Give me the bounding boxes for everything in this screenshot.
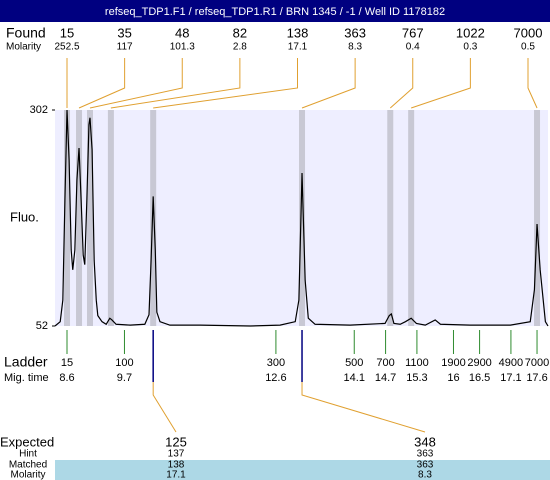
found-molarity: 2.8	[233, 42, 247, 53]
trace	[54, 109, 549, 327]
found-molarity: 0.4	[406, 42, 420, 53]
ladder-label: Ladder	[4, 354, 48, 370]
ladder-size: 100	[115, 357, 133, 369]
peak-band	[299, 110, 306, 326]
matched-label: Matched	[9, 460, 47, 471]
found-molarity: 252.5	[54, 42, 79, 53]
peak-band	[107, 110, 114, 326]
ladder-time: 12.6	[265, 372, 286, 384]
peak-connector	[153, 58, 298, 109]
y-tick-label: 52	[36, 320, 48, 332]
found-molarity: 117	[117, 42, 133, 53]
expected-connector	[301, 382, 426, 433]
peak-connector	[389, 58, 414, 109]
ladder-time: 14.7	[375, 372, 396, 384]
found-size: 1022	[456, 25, 485, 40]
y-axis-label: Fluo.	[10, 209, 39, 224]
ladder-time: 8.6	[59, 372, 74, 384]
peak-band	[534, 110, 541, 326]
peak-band	[86, 110, 93, 326]
ladder-time: 15.3	[406, 372, 427, 384]
expected-label: Expected	[0, 434, 54, 449]
ladder-size: 7000	[525, 357, 549, 369]
ladder-size: 1100	[405, 357, 429, 369]
ladder-size: 700	[376, 357, 394, 369]
peak-band	[150, 110, 157, 326]
ladder-size: 300	[267, 357, 285, 369]
mig-time-label: Mig. time	[4, 372, 49, 384]
hint-value: 363	[417, 449, 434, 460]
ladder-size: 2900	[467, 357, 491, 369]
ladder-size: 500	[345, 357, 363, 369]
ladder-time: 14.1	[344, 372, 365, 384]
found-size: 15	[60, 25, 74, 40]
peak-connector	[78, 58, 126, 109]
hint-label: Hint	[19, 449, 37, 460]
y-tick-label: 302	[30, 104, 48, 116]
ladder-time: 17.1	[500, 372, 521, 384]
ladder-time: 17.6	[526, 372, 547, 384]
found-molarity: 0.3	[463, 42, 477, 53]
found-molarity: 17.1	[288, 42, 308, 53]
ladder-time: 16.5	[469, 372, 490, 384]
matched-band	[55, 460, 550, 480]
expected-molarity: 8.3	[418, 470, 432, 480]
expected-size: 348	[414, 434, 436, 449]
matched-value: 363	[417, 460, 434, 471]
found-size: 363	[344, 25, 366, 40]
ladder-time: 9.7	[117, 372, 132, 384]
found-size: 138	[287, 25, 309, 40]
found-size: 35	[117, 25, 131, 40]
peak-connector	[110, 58, 241, 109]
found-molarity: 0.5	[521, 42, 535, 53]
expected-size: 125	[165, 434, 187, 449]
found-molarity: 101.3	[170, 42, 195, 53]
peak-connector	[527, 58, 538, 109]
found-label: Found	[6, 25, 46, 41]
peak-band	[408, 110, 415, 326]
ladder-size: 1900	[441, 357, 465, 369]
found-size: 82	[233, 25, 247, 40]
molarity-label: Molarity	[10, 470, 45, 480]
peak-band	[64, 110, 71, 326]
hint-value: 137	[168, 449, 185, 460]
ladder-time: 16	[447, 372, 459, 384]
ladder-size: 4900	[499, 357, 523, 369]
found-size: 48	[175, 25, 189, 40]
peak-connector	[301, 58, 356, 109]
peak-connector	[89, 58, 183, 109]
expected-molarity: 17.1	[166, 470, 186, 480]
peak-band	[76, 110, 83, 326]
found-molarity: 8.3	[348, 42, 362, 53]
found-size: 7000	[514, 25, 543, 40]
molarity-label: Molarity	[6, 42, 41, 53]
found-size: 767	[402, 25, 424, 40]
title: refseq_TDP1.F1 / refseq_TDP1.R1 / BRN 13…	[105, 6, 445, 18]
expected-connector	[152, 382, 177, 433]
ladder-size: 15	[61, 357, 73, 369]
peak-connector	[411, 58, 471, 109]
peak-band	[387, 110, 394, 326]
matched-value: 138	[168, 460, 185, 471]
title-bar	[0, 0, 550, 22]
